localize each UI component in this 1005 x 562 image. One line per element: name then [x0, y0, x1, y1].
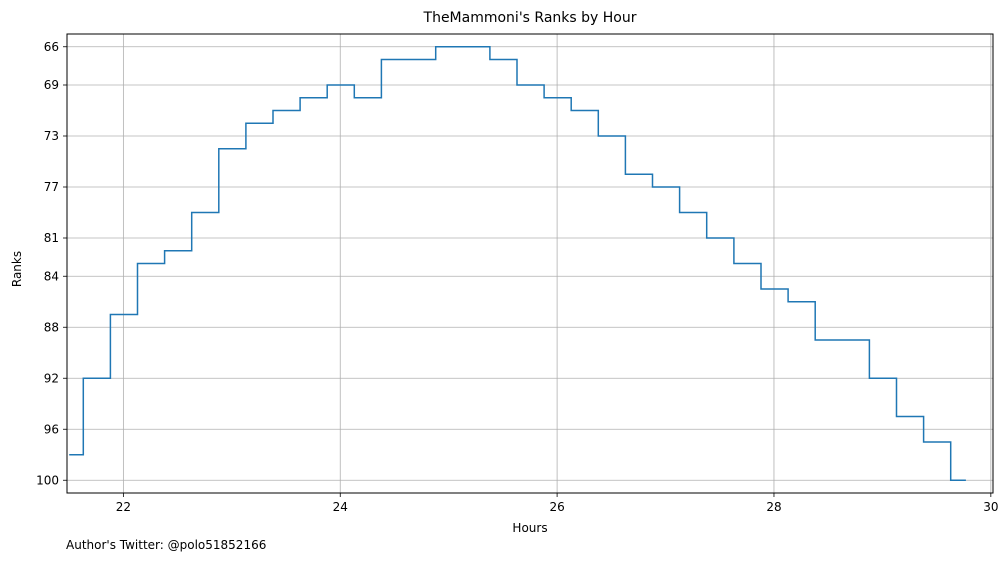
x-axis-label: Hours	[512, 521, 547, 535]
x-tick-label: 22	[116, 500, 131, 514]
y-tick-label: 66	[44, 40, 59, 54]
series-line-rank	[69, 46, 966, 482]
x-axis-ticks: 22 24 26 28 30	[116, 493, 998, 514]
x-tick-label: 28	[766, 500, 781, 514]
x-gridlines	[122, 34, 992, 493]
author-credit: Author's Twitter: @polo51852166	[66, 538, 267, 552]
x-tick-label: 30	[983, 500, 998, 514]
y-tick-label: 77	[44, 180, 59, 194]
y-tick-label: 88	[44, 320, 59, 334]
plot-area-frame	[66, 33, 994, 494]
chart-title: TheMammoni's Ranks by Hour	[423, 10, 637, 26]
y-tick-label: 100	[36, 473, 59, 487]
y-gridlines	[67, 46, 993, 481]
y-axis-label: Ranks	[10, 251, 24, 287]
y-axis-ticks: 66 69 73 77 81 84 88 92 96 100	[36, 40, 67, 487]
y-tick-label: 84	[44, 269, 59, 283]
x-tick-label: 24	[333, 500, 348, 514]
y-tick-label: 81	[44, 231, 59, 245]
y-tick-label: 96	[44, 422, 59, 436]
y-tick-label: 92	[44, 371, 59, 385]
y-tick-label: 73	[44, 129, 59, 143]
x-tick-label: 26	[549, 500, 564, 514]
y-tick-label: 69	[44, 78, 59, 92]
